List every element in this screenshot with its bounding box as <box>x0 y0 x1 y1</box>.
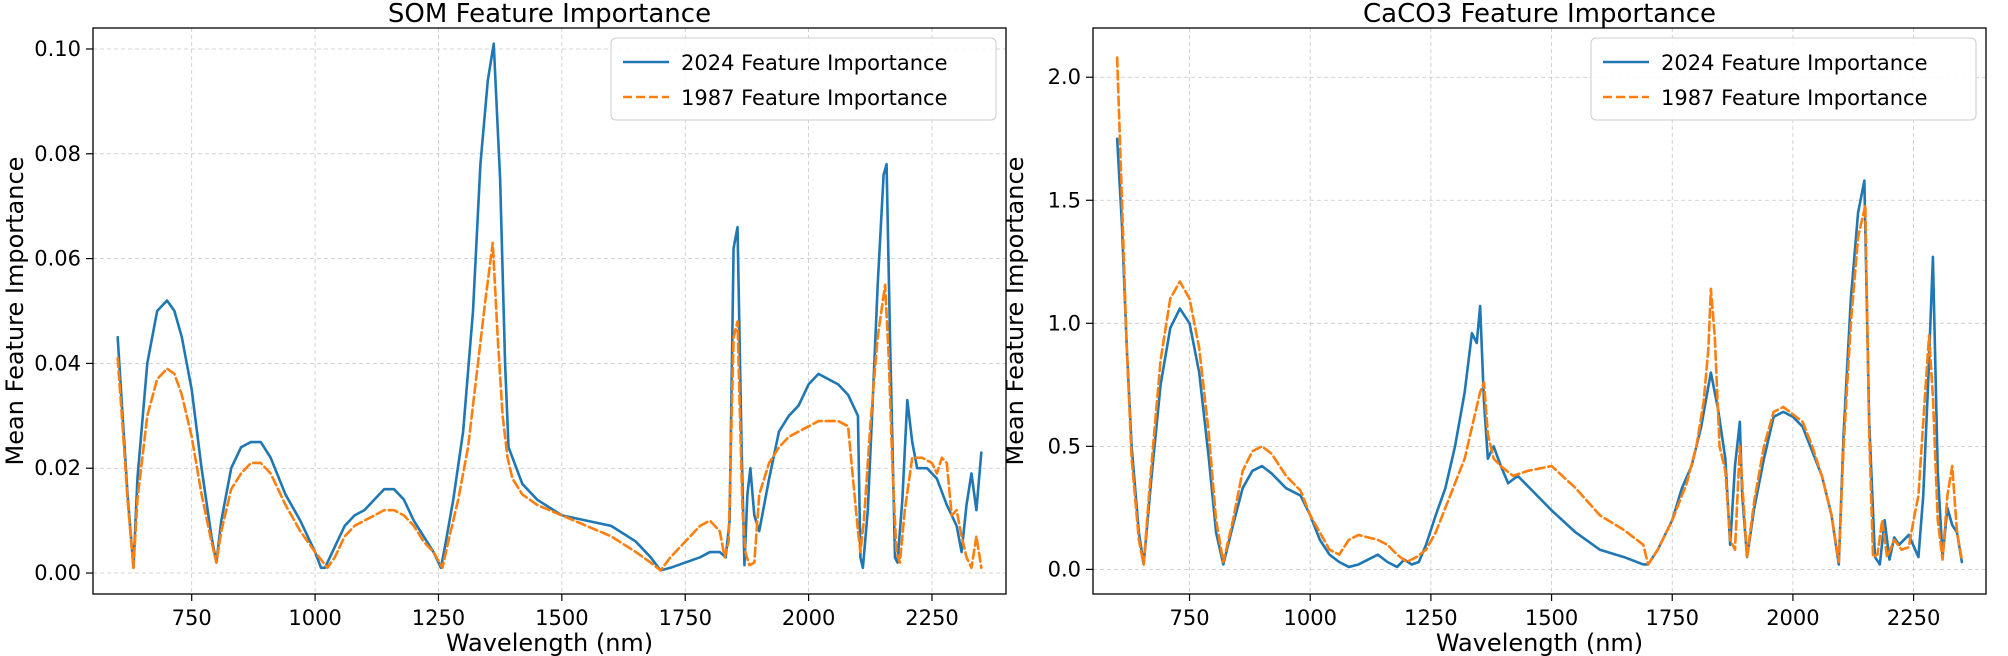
chart-panel-1: 750 1000 1250 1500 1750 2000 2250 0.00 0.02 0.04 0… <box>1 0 1007 656</box>
x-tick-label: 2250 <box>905 606 958 630</box>
legend-label: 1987 Feature Importance <box>681 86 948 110</box>
y-tick-label: 0.06 <box>34 247 81 271</box>
x-tick-label: 750 <box>172 606 212 630</box>
x-tick-label: 1250 <box>412 606 465 630</box>
y-tick-label: 0.08 <box>34 142 81 166</box>
y-tick-label: 0.0 <box>1048 557 1081 581</box>
x-tick-label: 1000 <box>1283 606 1336 630</box>
chart-title: CaCO3 Feature Importance <box>1363 0 1716 29</box>
x-tick-label: 1000 <box>288 606 341 630</box>
x-tick-label: 2250 <box>1887 606 1940 630</box>
series-line-2024 <box>1115 137 1964 569</box>
y-tick-label: 0.00 <box>34 561 81 585</box>
x-tick-label: 750 <box>1169 606 1209 630</box>
y-axis-label: Mean Feature Importance <box>1 157 29 466</box>
y-tick-label: 1.5 <box>1048 188 1081 212</box>
y-tick-label: 0.02 <box>34 456 81 480</box>
axes-frame <box>92 27 1007 595</box>
y-tick-label: 1.0 <box>1048 311 1081 335</box>
x-tick-label: 1500 <box>535 606 588 630</box>
series-line-1987 <box>1115 56 1964 566</box>
y-tick-label: 2.0 <box>1048 65 1081 89</box>
x-tick-label: 2000 <box>1766 606 1819 630</box>
legend: 2024 Feature Importance 1987 Feature Impo… <box>1590 37 1977 121</box>
x-tick-label: 1500 <box>1525 606 1578 630</box>
y-tick-label: 0.10 <box>34 37 81 61</box>
x-tick-label: 1750 <box>658 606 711 630</box>
series-line-1987 <box>116 241 983 572</box>
chart-panel-2: 750 1000 1250 1500 1750 2000 2250 0.0 0.5 1.0 1.5 2… <box>1001 0 1987 656</box>
legend-label: 2024 Feature Importance <box>1661 51 1928 75</box>
y-tick-label: 0.5 <box>1048 434 1081 458</box>
series-line-2024 <box>116 42 983 572</box>
x-tick-label: 1750 <box>1646 606 1699 630</box>
x-axis-label: Wavelength (nm) <box>446 629 653 656</box>
y-axis-label: Mean Feature Importance <box>1001 157 1029 466</box>
legend: 2024 Feature Importance 1987 Feature Impo… <box>610 37 997 121</box>
y-tick-label: 0.04 <box>34 351 81 375</box>
x-tick-label: 1250 <box>1404 606 1457 630</box>
legend-label: 1987 Feature Importance <box>1661 86 1928 110</box>
x-tick-label: 2000 <box>782 606 835 630</box>
chart-title: SOM Feature Importance <box>388 0 711 29</box>
legend-label: 2024 Feature Importance <box>681 51 948 75</box>
x-axis-label: Wavelength (nm) <box>1436 629 1643 656</box>
legend-box <box>610 37 997 121</box>
axes-frame <box>1092 27 1987 595</box>
legend-box <box>1590 37 1977 121</box>
